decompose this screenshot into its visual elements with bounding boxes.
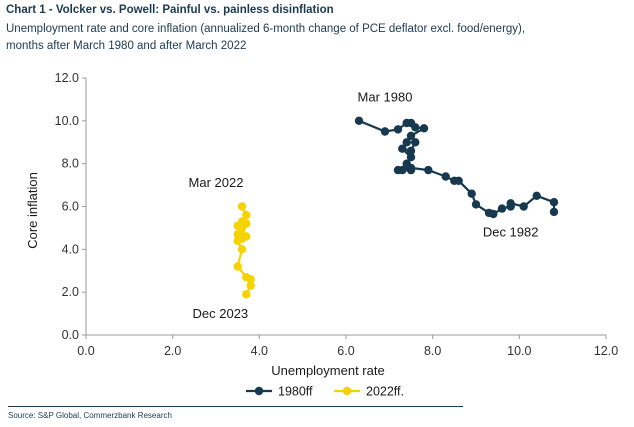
data-point [471, 200, 481, 209]
annotation-label: Mar 2022 [189, 175, 244, 190]
data-point [380, 127, 390, 136]
annotation-label: Dec 1982 [483, 224, 539, 239]
data-point [454, 176, 463, 185]
data-point [246, 281, 255, 290]
x-axis-label: Unemployment rate [271, 363, 384, 378]
data-point [233, 221, 242, 230]
data-point [497, 204, 507, 213]
y-tick-label: 10.0 [55, 114, 79, 128]
data-point [411, 138, 420, 147]
data-point [242, 290, 251, 299]
annotation-label: Dec 2023 [193, 306, 249, 321]
data-point [237, 245, 247, 254]
x-tick-label: 6.0 [337, 344, 354, 358]
legend-marker [342, 386, 352, 396]
legend-label: 1980ff [278, 385, 313, 399]
y-tick-label: 0.0 [62, 328, 79, 342]
data-point [406, 163, 416, 173]
data-point [467, 189, 476, 198]
data-point [406, 146, 416, 155]
data-point [441, 172, 450, 181]
series-2022 [233, 202, 255, 299]
data-point [489, 209, 498, 219]
data-point [393, 165, 403, 175]
x-tick-label: 4.0 [251, 344, 268, 358]
series-1980 [354, 116, 559, 219]
data-point [406, 153, 416, 162]
series-line [358, 119, 556, 216]
legend-marker [254, 386, 264, 396]
data-point [424, 165, 433, 175]
y-tick-label: 2.0 [62, 285, 79, 299]
x-tick-label: 8.0 [424, 344, 441, 358]
data-point [402, 138, 411, 147]
legend-label: 2022ff. [366, 385, 404, 399]
data-point [393, 125, 403, 134]
y-tick-label: 6.0 [62, 200, 79, 214]
x-tick-label: 2.0 [164, 344, 181, 358]
y-tick-label: 12.0 [55, 71, 79, 85]
data-point [549, 198, 559, 207]
data-point [549, 207, 559, 217]
chart-title: Chart 1 - Volcker vs. Powell: Painful vs… [6, 4, 334, 16]
data-point [246, 275, 255, 284]
data-point [419, 124, 429, 133]
data-point [242, 219, 251, 228]
y-axis-label: Core inflation [25, 172, 40, 249]
legend-item-2022: 2022ff. [334, 385, 404, 399]
data-point [242, 210, 251, 220]
data-point [532, 191, 541, 200]
data-point [506, 199, 515, 208]
data-point [411, 123, 420, 132]
source-note: Source: S&P Global, Commerzbank Research [8, 411, 172, 420]
data-point [354, 116, 364, 126]
y-tick-label: 8.0 [62, 157, 79, 171]
data-point [233, 236, 242, 245]
chart-subtitle: Unemployment rate and core inflation (an… [6, 23, 526, 52]
x-tick-label: 12.0 [594, 344, 618, 358]
data-point [398, 144, 407, 153]
data-point [242, 232, 251, 241]
y-tick-label: 4.0 [62, 242, 79, 256]
source-divider [8, 406, 463, 407]
data-point [233, 262, 242, 271]
data-point [519, 202, 528, 211]
annotation-label: Mar 1980 [358, 90, 413, 105]
data-point [237, 202, 247, 211]
x-tick-label: 0.0 [77, 344, 94, 358]
data-point [406, 131, 416, 140]
legend-item-1980: 1980ff [246, 385, 313, 399]
x-tick-label: 10.0 [507, 344, 531, 358]
